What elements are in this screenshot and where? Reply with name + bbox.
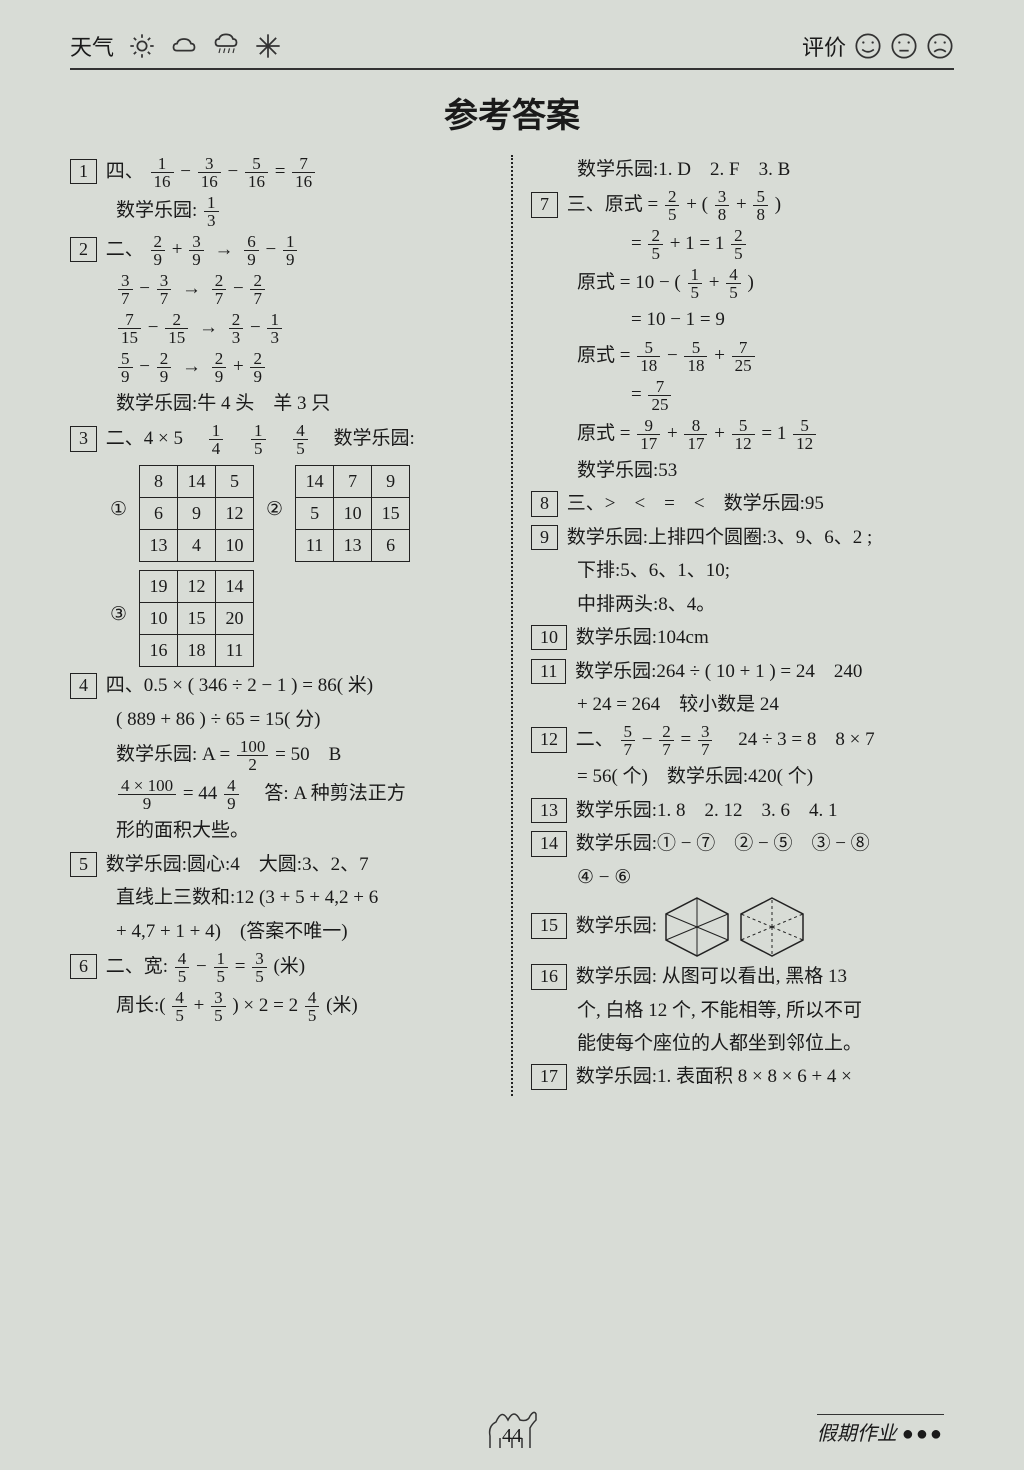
q4-a: 4 四、0.5 × ( 346 ÷ 2 − 1 ) = 86( 米) <box>70 671 493 700</box>
q3: 3 二、4 × 5 14 15 45 数学乐园: <box>70 422 493 457</box>
q1-park: 数学乐园: 13 <box>70 194 493 229</box>
q5-b: 直线上三数和:12 (3 + 5 + 4,2 + 6 <box>70 883 493 912</box>
q17: 17 数学乐园:1. 表面积 8 × 8 × 6 + 4 × <box>531 1062 954 1091</box>
qnum-9: 9 <box>531 525 558 550</box>
q7-e4: = 10 − 1 = 9 <box>531 305 954 334</box>
arrow-icon: → <box>199 317 218 338</box>
qnum-17: 17 <box>531 1064 567 1089</box>
qnum-13: 13 <box>531 798 567 823</box>
q2-l2: 37 − 37 → 27 − 27 <box>70 272 493 307</box>
q4-park: 数学乐园: A = 1002 = 50 B <box>70 738 493 773</box>
q15: 15 数学乐园: <box>531 896 954 958</box>
park-6: 数学乐园:1. D 2. F 3. B <box>531 155 954 184</box>
page-number: 44 <box>502 1425 522 1448</box>
q13: 13 数学乐园:1. 8 2. 12 3. 6 4. 1 <box>531 796 954 825</box>
arrow-icon: → <box>182 356 201 377</box>
qnum-16: 16 <box>531 964 567 989</box>
qnum-11: 11 <box>531 659 566 684</box>
q14-a: 14 数学乐园:① − ⑦ ② − ⑤ ③ − ⑧ <box>531 829 954 858</box>
qnum-12: 12 <box>531 727 567 752</box>
q4-c: 4 × 1009 = 44 49 答: A 种剪法正方 <box>70 777 493 812</box>
cloud-icon <box>170 32 198 60</box>
q7-e1: 7 三、原式 = 25 + ( 38 + 58 ) <box>531 188 954 223</box>
q5-c: + 4,7 + 1 + 4) (答案不唯一) <box>70 917 493 946</box>
magic-table-2: 1479 51015 11136 <box>295 465 410 562</box>
q14-b: ④ − ⑥ <box>531 863 954 892</box>
qnum-15: 15 <box>531 913 567 938</box>
q7-e5: 原式 = 518 − 518 + 725 <box>531 339 954 374</box>
qnum-14: 14 <box>531 831 567 856</box>
q12-a: 12 二、 57 − 27 = 37 24 ÷ 3 = 8 8 × 7 <box>531 723 954 758</box>
q7-park: 数学乐园:53 <box>531 456 954 485</box>
q10: 10 数学乐园:104cm <box>531 623 954 652</box>
qnum-2: 2 <box>70 237 97 262</box>
two-columns: 1 四、 116 − 316 − 516 = 716 数学乐园: 13 2 二、… <box>70 155 954 1096</box>
q11-a: 11 数学乐园:264 ÷ ( 10 + 1 ) = 24 240 <box>531 657 954 686</box>
q4-b: ( 889 + 86 ) ÷ 65 = 15( 分) <box>70 705 493 734</box>
sad-icon <box>926 32 954 60</box>
qnum-1: 1 <box>70 159 97 184</box>
qnum-4: 4 <box>70 673 97 698</box>
q9-a: 9 数学乐园:上排四个圆圈:3、9、6、2 ; <box>531 523 954 552</box>
smile-icon <box>854 32 882 60</box>
magic-table-3: 191214 101520 161811 <box>139 570 254 667</box>
page-title: 参考答案 <box>70 88 954 137</box>
footer-right: 假期作业 ●●● <box>817 1414 944 1446</box>
q7-e3: 原式 = 10 − ( 15 + 45 ) <box>531 266 954 301</box>
q6-b: 周长:( 45 + 35 ) × 2 = 2 45 (米) <box>70 989 493 1024</box>
qnum-3: 3 <box>70 426 97 451</box>
column-divider <box>511 155 513 1096</box>
q8: 8 三、> < = < 数学乐园:95 <box>531 489 954 518</box>
right-column: 数学乐园:1. D 2. F 3. B 7 三、原式 = 25 + ( 38 +… <box>531 155 954 1096</box>
q2-park: 数学乐园:牛 4 头 羊 3 只 <box>70 389 493 418</box>
circ-1: ① <box>110 499 127 520</box>
q7-e2: = 25 + 1 = 1 25 <box>531 227 954 262</box>
magic-table-1: 8145 6912 13410 <box>139 465 254 562</box>
header: 天气 评价 <box>70 30 954 70</box>
rating-label: 评价 <box>802 30 846 62</box>
q1-text: 四、 <box>106 161 144 182</box>
q7-e6: = 725 <box>531 378 954 413</box>
snow-icon <box>254 32 282 60</box>
sun-icon <box>128 32 156 60</box>
qnum-5: 5 <box>70 852 97 877</box>
q11-b: + 24 = 264 较小数是 24 <box>531 690 954 719</box>
q7-e7: 原式 = 917 + 817 + 512 = 1 512 <box>531 417 954 452</box>
weather-group: 天气 <box>70 30 282 62</box>
qnum-7: 7 <box>531 192 558 217</box>
arrow-icon: → <box>214 239 233 260</box>
q9-b: 下排:5、6、1、10; <box>531 556 954 585</box>
circ-3: ③ <box>110 604 127 625</box>
dots-icon: ●●● <box>902 1423 944 1445</box>
rain-icon <box>212 32 240 60</box>
rating-group: 评价 <box>802 30 954 62</box>
q16-a: 16 数学乐园: 从图可以看出, 黑格 13 <box>531 962 954 991</box>
q3-tables-row1: ① 8145 6912 13410 ② 1479 51015 11136 <box>70 461 493 566</box>
hexagon-1-icon <box>662 896 732 958</box>
q3-tables-row2: ③ 191214 101520 161811 <box>70 566 493 671</box>
q1: 1 四、 116 − 316 − 516 = 716 <box>70 155 493 190</box>
q2-l1: 2 二、 29 + 39 → 69 − 19 <box>70 233 493 268</box>
q6-a: 6 二、宽: 45 − 15 = 35 (米) <box>70 950 493 985</box>
q2-l3: 715 − 215 → 23 − 13 <box>70 311 493 346</box>
circ-2: ② <box>266 499 283 520</box>
q5-a: 5 数学乐园:圆心:4 大圆:3、2、7 <box>70 850 493 879</box>
neutral-icon <box>890 32 918 60</box>
qnum-10: 10 <box>531 625 567 650</box>
qnum-6: 6 <box>70 954 97 979</box>
qnum-8: 8 <box>531 491 558 516</box>
q9-c: 中排两头:8、4。 <box>531 590 954 619</box>
q16-c: 能使每个座位的人都坐到邻位上。 <box>531 1029 954 1058</box>
q16-b: 个, 白格 12 个, 不能相等, 所以不可 <box>531 996 954 1025</box>
q4-ans2: 形的面积大些。 <box>70 816 493 845</box>
hexagon-2-icon <box>737 896 807 958</box>
arrow-icon: → <box>182 278 201 299</box>
weather-label: 天气 <box>70 30 114 62</box>
q12-c: = 56( 个) 数学乐园:420( 个) <box>531 762 954 791</box>
left-column: 1 四、 116 − 316 − 516 = 716 数学乐园: 13 2 二、… <box>70 155 493 1096</box>
q2-l4: 59 − 29 → 29 + 29 <box>70 350 493 385</box>
